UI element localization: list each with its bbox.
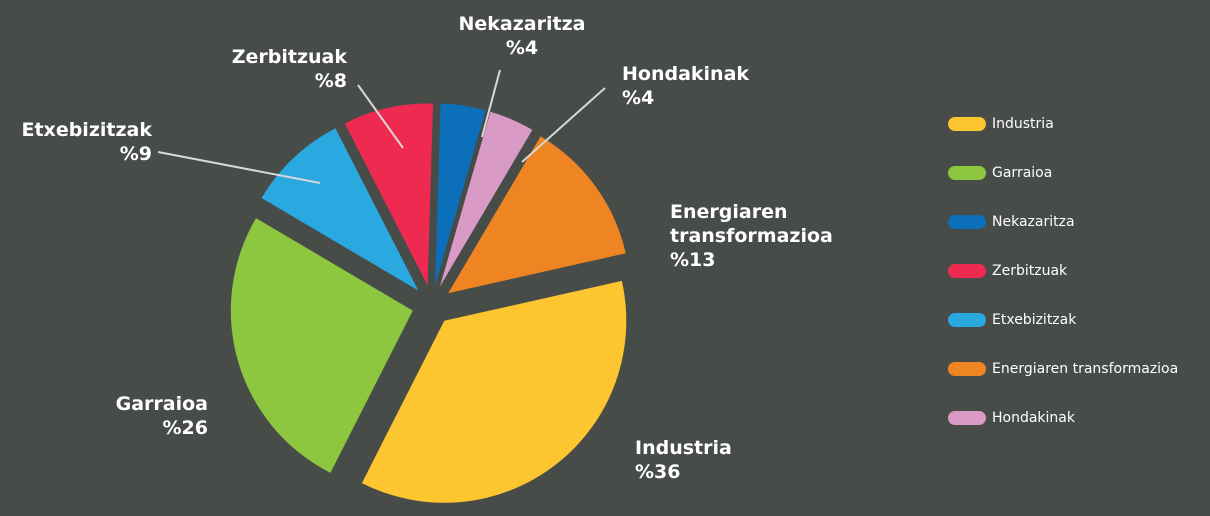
legend-label: Garraioa <box>992 165 1053 181</box>
slice-name: Energiaren transformazioa <box>670 201 833 247</box>
slice-label: Nekazaritza %4 <box>442 12 602 60</box>
slice-value: %8 <box>314 70 347 92</box>
legend-item: Garraioa <box>948 165 1052 181</box>
legend-swatch <box>948 313 986 327</box>
leader-line <box>157 151 321 184</box>
slice-value: %4 <box>505 37 539 59</box>
leader-line <box>481 69 501 138</box>
legend-swatch <box>948 215 986 229</box>
slice-label: Industria %36 <box>635 436 732 484</box>
legend-swatch <box>948 264 986 278</box>
slice-value: %26 <box>162 417 208 439</box>
slice-name: Nekazaritza <box>458 13 586 35</box>
leader-line <box>521 87 606 163</box>
legend-swatch <box>948 362 986 376</box>
slice-name: Zerbitzuak <box>231 46 347 68</box>
legend-swatch <box>948 166 986 180</box>
slice-name: Garraioa <box>115 393 208 415</box>
legend-label: Industria <box>992 116 1054 132</box>
legend-item: Zerbitzuak <box>948 263 1067 279</box>
slice-label: Energiaren transformazioa %13 <box>670 200 850 272</box>
pie-slice <box>230 218 413 473</box>
legend-label: Zerbitzuak <box>992 263 1068 279</box>
legend-swatch <box>948 411 986 425</box>
slice-label: Zerbitzuak %8 <box>195 45 347 93</box>
slice-value: %36 <box>635 461 681 483</box>
slice-name: Etxebizitzak <box>21 119 153 141</box>
slice-value: %9 <box>119 143 152 165</box>
slice-value: %13 <box>670 249 716 271</box>
pie-slice <box>344 103 434 286</box>
slice-value: %4 <box>622 87 655 109</box>
legend-item: Industria <box>948 116 1054 132</box>
legend-label: Hondakinak <box>992 410 1075 426</box>
pie-slice <box>261 128 419 291</box>
legend-swatch <box>948 117 986 131</box>
pie-slice <box>361 280 627 503</box>
slice-name: Hondakinak <box>622 63 750 85</box>
legend-item: Hondakinak <box>948 410 1075 426</box>
legend-item: Nekazaritza <box>948 214 1075 230</box>
pie-slice <box>448 136 626 294</box>
legend-label: Nekazaritza <box>992 214 1075 230</box>
slice-label: Garraioa %26 <box>60 392 208 440</box>
legend-item: Energiaren transformazioa <box>948 361 1178 377</box>
leader-line <box>357 84 404 149</box>
legend-label: Etxebizitzak <box>992 312 1077 328</box>
legend-item: Etxebizitzak <box>948 312 1076 328</box>
slice-label: Etxebizitzak %9 <box>0 118 153 166</box>
legend-label: Energiaren transformazioa <box>992 361 1179 377</box>
slice-label: Hondakinak %4 <box>622 62 749 110</box>
pie-slice <box>435 103 486 286</box>
pie-slice <box>439 111 533 287</box>
slice-name: Industria <box>635 437 732 459</box>
